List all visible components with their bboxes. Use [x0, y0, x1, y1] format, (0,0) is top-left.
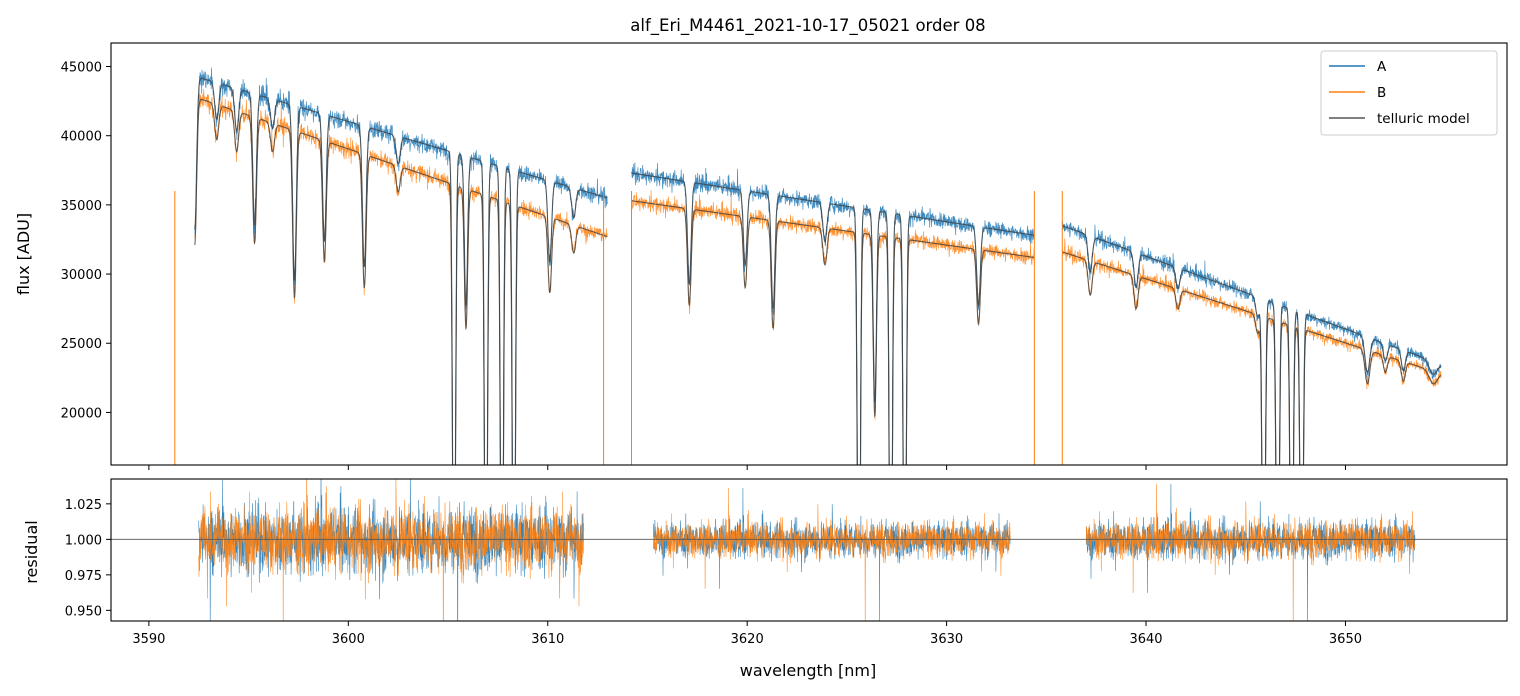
x-tick-label: 3620: [731, 632, 764, 647]
flux-y-tick-label: 20000: [61, 406, 102, 421]
flux-y-tick-label: 35000: [61, 199, 102, 214]
flux-y-tick-label: 45000: [61, 61, 102, 76]
flux-axis-label: flux [ADU]: [14, 213, 33, 295]
legend-label-b: B: [1377, 85, 1386, 101]
residual-b-segment-1: [198, 479, 584, 621]
x-tick-label: 3590: [132, 632, 165, 647]
legend: A B telluric model: [1320, 50, 1498, 136]
x-tick-label: 3650: [1329, 632, 1362, 647]
residual-panel: 0.950 0.975 1.000 1.025 3590 3600 3610 3620 363…: [22, 478, 1508, 647]
residual-y-tick-label: 0.975: [65, 569, 102, 584]
residual-y-axis: 0.950 0.975 1.000 1.025: [65, 498, 111, 619]
telluric-model-a-segment-3: [1062, 225, 1442, 465]
chart-title: alf_Eri_M4461_2021-10-17_05021 order 08: [630, 16, 985, 36]
flux-y-tick-label: 30000: [61, 268, 102, 283]
residual-plot-area: [111, 479, 1507, 621]
residual-b-segment-3: [1085, 483, 1416, 621]
residual-y-tick-label: 0.950: [65, 604, 102, 619]
legend-box: [1320, 50, 1498, 136]
x-tick-label: 3610: [531, 632, 564, 647]
residual-b-segment-2: [653, 487, 1011, 621]
telluric-model-a-segment-2: [631, 172, 1035, 465]
telluric-model-b-segment-2: [631, 200, 1035, 465]
telluric-model-b-segment-1: [194, 98, 608, 465]
x-tick-label: 3640: [1129, 632, 1162, 647]
residual-y-tick-label: 1.025: [65, 498, 102, 513]
x-tick-label: 3600: [332, 632, 365, 647]
spectrum-b-segment-2: [631, 190, 1035, 465]
flux-plot-area: [174, 67, 1442, 465]
residual-x-axis: 3590 3600 3610 3620 3630 3640 3650: [132, 621, 1362, 647]
telluric-model-a-segment-1: [194, 77, 608, 465]
flux-y-axis: 20000 25000 30000 35000 40000 45000: [61, 61, 111, 421]
spectrum-a-segment-3: [1061, 221, 1442, 465]
residual-panel-frame: [110, 478, 1508, 622]
residual-axis-label: residual: [22, 520, 41, 583]
flux-y-tick-label: 25000: [61, 337, 102, 352]
flux-y-tick-label: 40000: [61, 130, 102, 145]
x-tick-label: 3630: [930, 632, 963, 647]
flux-panel-frame: [110, 42, 1508, 466]
legend-label-model: telluric model: [1377, 111, 1470, 127]
telluric-model-b-segment-3: [1062, 251, 1442, 465]
residual-y-tick-label: 1.000: [65, 533, 102, 548]
legend-label-a: A: [1377, 59, 1387, 75]
x-axis-label: wavelength [nm]: [740, 661, 877, 680]
flux-panel: 20000 25000 30000 35000 40000 45000 flux [ADU…: [14, 42, 1508, 470]
spectrum-a-segment-2: [631, 162, 1035, 465]
flux-x-ticks: [148, 465, 1346, 470]
